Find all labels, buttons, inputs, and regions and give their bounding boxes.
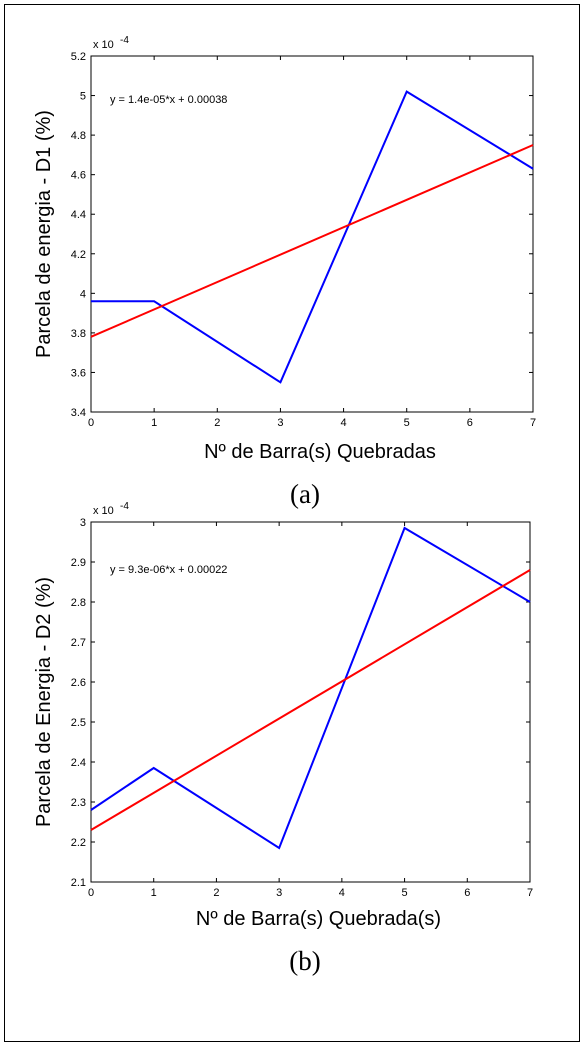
y-tick-label-a: 4.2: [71, 249, 86, 261]
y-tick-label-b: 2.6: [71, 677, 86, 689]
y-tick-label-b: 2.7: [71, 637, 86, 649]
figure-caption-b: (b): [289, 946, 320, 976]
y-tick-label-a: 4.4: [71, 209, 86, 221]
x-tick-label-a: 4: [341, 417, 347, 429]
x-tick-label-a: 7: [530, 417, 536, 429]
x-tick-label-b: 3: [276, 887, 282, 899]
y-tick-label-b: 2.9: [71, 557, 86, 569]
x-tick-label-b: 7: [527, 887, 533, 899]
fit-line-a: [90, 144, 534, 338]
y-tick-label-a: 4: [80, 288, 86, 300]
y-axis-label-a: Parcela de energia - D1 (%): [33, 110, 55, 358]
y-tick-label-a: 4.6: [71, 170, 86, 182]
data-series-line-b: [90, 526, 531, 850]
y-tick-label-b: 2.5: [71, 717, 86, 729]
y-tick-label-a: 3.4: [71, 407, 86, 419]
y-tick-label-b: 3: [80, 517, 86, 529]
x-axis-label-b: Nº de Barra(s) Quebrada(s): [196, 908, 441, 930]
y-tick-label-b: 2.4: [71, 757, 86, 769]
fit-equation-a: y = 1.4e-05*x + 0.00038: [110, 94, 227, 106]
x-tick-label-b: 1: [151, 887, 157, 899]
y-tick-label-b: 2.1: [71, 877, 86, 889]
y-tick-label-b: 2.8: [71, 597, 86, 609]
x-tick-label-a: 6: [467, 417, 473, 429]
plot-area-b: [90, 521, 531, 883]
x-axis-label-a: Nº de Barra(s) Quebradas: [204, 441, 436, 463]
plot-area-a: [90, 55, 534, 413]
fit-equation-b: y = 9.3e-06*x + 0.00022: [110, 564, 227, 576]
x-tick-label-b: 4: [339, 887, 345, 899]
x-tick-label-b: 2: [213, 887, 219, 899]
y-tick-label-b: 2.2: [71, 837, 86, 849]
fit-line-b: [90, 569, 531, 831]
data-series-line-a: [91, 90, 534, 384]
y-tick-label-a: 5: [80, 91, 86, 103]
x-tick-label-a: 2: [214, 417, 220, 429]
y-multiplier-b: x 10: [93, 505, 114, 517]
y-multiplier-exponent-b: -4: [120, 501, 129, 512]
x-tick-label-a: 3: [277, 417, 283, 429]
y-tick-label-a: 5.2: [71, 51, 86, 63]
x-tick-label-a: 5: [404, 417, 410, 429]
y-tick-label-a: 3.6: [71, 367, 86, 379]
y-tick-label-b: 2.3: [71, 797, 86, 809]
figure-caption-a: (a): [290, 479, 320, 509]
y-multiplier-a: x 10: [93, 39, 114, 51]
page-frame: [4, 4, 580, 1042]
y-multiplier-exponent-a: -4: [120, 35, 129, 46]
y-axis-label-b: Parcela de Energia - D2 (%): [33, 577, 55, 827]
y-tick-label-a: 4.8: [71, 130, 86, 142]
y-tick-label-a: 3.8: [71, 328, 86, 340]
x-tick-label-b: 0: [88, 887, 94, 899]
x-tick-label-b: 5: [402, 887, 408, 899]
x-tick-label-a: 1: [151, 417, 157, 429]
x-tick-label-b: 6: [464, 887, 470, 899]
x-tick-label-a: 0: [88, 417, 94, 429]
